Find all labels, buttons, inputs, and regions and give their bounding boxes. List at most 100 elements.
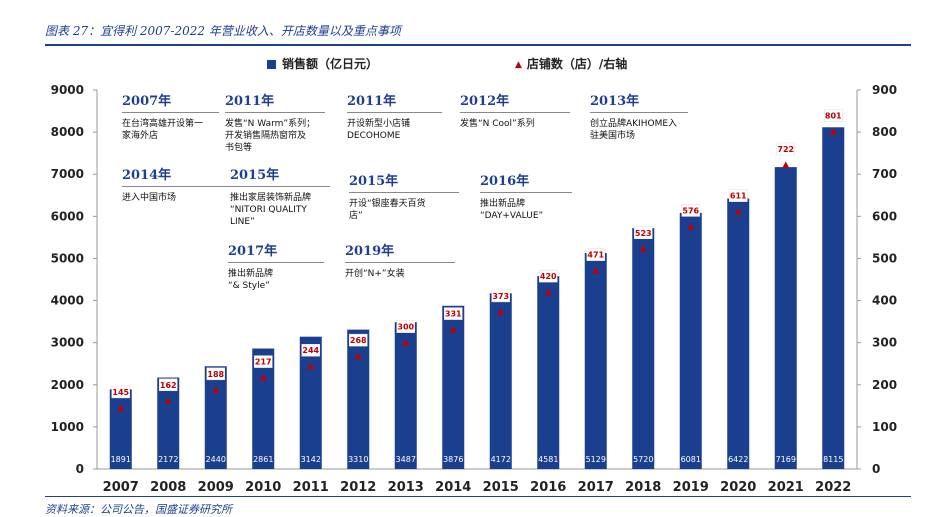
sales-bar xyxy=(727,198,750,469)
sales-data-label: 7169 xyxy=(776,455,796,464)
store-label-box xyxy=(111,385,130,399)
left-tick-label: 6000 xyxy=(51,209,84,223)
annotation-text: 发售“N Warm”系列； 开发销售隔热窗帘及 书包等 xyxy=(225,119,316,153)
sales-data-label: 8115 xyxy=(823,455,843,464)
store-count-marker xyxy=(449,326,457,333)
annotation-year: 2011年 xyxy=(347,90,442,113)
sales-data-label: 6422 xyxy=(728,455,748,464)
legend-marker-icon: ▲ xyxy=(515,59,522,70)
left-tick-label: 7000 xyxy=(51,167,84,181)
annotation-text: 发售“N Cool”系列 xyxy=(460,119,535,129)
store-count-marker xyxy=(307,362,315,370)
store-data-label: 801 xyxy=(825,112,842,121)
store-label-box xyxy=(396,320,415,333)
x-tick-label: 2015 xyxy=(483,480,519,495)
store-count-marker xyxy=(829,128,837,135)
annotation-text: 推出新品牌 “& Style” xyxy=(228,269,274,291)
legend-line-label: 店铺数（店）/右轴 xyxy=(526,57,628,71)
right-tick-label: 0 xyxy=(872,462,880,476)
annotation-text: 开设“银座春天百货 店” xyxy=(349,199,426,221)
x-tick-label: 2022 xyxy=(815,480,851,495)
legend-bar: 销售额（亿日元） xyxy=(267,55,378,72)
store-data-label: 373 xyxy=(492,292,509,301)
store-label-box xyxy=(681,204,700,217)
sales-bar xyxy=(584,253,607,469)
sales-bar xyxy=(632,228,655,469)
annotation-2014: 2014年进入中国市场 xyxy=(122,164,244,204)
store-label-box xyxy=(301,343,320,357)
left-tick-label: 1000 xyxy=(51,420,84,434)
sales-bar xyxy=(394,322,417,469)
right-tick-label: 100 xyxy=(872,420,897,434)
sales-data-label: 2861 xyxy=(253,455,273,464)
annotation-year: 2017年 xyxy=(228,240,324,263)
annotation-2013: 2013年创立品牌AKIHOME入 驻美国市场 xyxy=(590,90,688,142)
sales-bar xyxy=(822,127,845,469)
x-tick-label: 2019 xyxy=(673,480,709,495)
sales-bar xyxy=(157,377,180,469)
left-tick-label: 0 xyxy=(76,462,84,476)
top-rule xyxy=(45,44,911,46)
left-tick-label: 3000 xyxy=(51,336,84,350)
store-data-label: 611 xyxy=(730,192,747,201)
annotation-year: 2013年 xyxy=(590,90,688,113)
store-count-marker xyxy=(734,208,742,215)
x-tick-label: 2014 xyxy=(435,480,471,495)
left-tick-label: 5000 xyxy=(51,251,84,265)
store-count-marker xyxy=(259,374,267,381)
store-label-box xyxy=(206,367,225,381)
sales-bar xyxy=(204,366,227,469)
right-tick-label: 900 xyxy=(872,83,897,97)
store-count-marker xyxy=(639,245,647,252)
store-count-marker xyxy=(544,288,552,296)
annotation-year: 2016年 xyxy=(480,170,572,193)
store-data-label: 244 xyxy=(302,346,319,355)
store-label-box xyxy=(254,355,273,368)
store-label-box xyxy=(159,378,178,392)
store-data-label: 471 xyxy=(587,251,604,260)
annotation-2011a: 2011年 发售“N Warm”系列； 开发销售隔热窗帘及 书包等 xyxy=(225,90,325,154)
sales-bar xyxy=(774,167,797,469)
sales-data-label: 2440 xyxy=(206,455,226,464)
store-data-label: 268 xyxy=(350,336,367,345)
x-tick-label: 2018 xyxy=(625,480,661,495)
store-data-label: 722 xyxy=(777,145,794,154)
sales-bar xyxy=(347,329,370,469)
annotation-text: 推出家居装饰新品牌 “NITORI QUALITY LINE” xyxy=(230,193,312,227)
store-data-label: 300 xyxy=(397,323,414,332)
x-tick-label: 2020 xyxy=(720,480,756,495)
store-data-label: 162 xyxy=(160,381,177,390)
annotation-2007: 2007年 在台湾高雄开设第一 家海外店 xyxy=(122,90,219,142)
annotation-text: 创立品牌AKIHOME入 驻美国市场 xyxy=(590,119,678,141)
annotation-text: 进入中国市场 xyxy=(122,193,177,203)
store-data-label: 420 xyxy=(540,272,557,281)
figure-title: 图表 27：宜得利 2007-2022 年营业收入、开店数量以及重点事项 xyxy=(45,24,401,38)
annotation-year: 2012年 xyxy=(460,90,570,113)
source-note: 资料来源：公司公告，国盛证券研究所 xyxy=(45,503,232,516)
store-label-box xyxy=(634,226,653,240)
x-tick-label: 2010 xyxy=(245,480,281,495)
annotation-2011b: 2011年 开设新型小店铺 DECOHOME xyxy=(347,90,442,142)
x-tick-label: 2013 xyxy=(388,480,424,495)
annotation-year: 2015年 xyxy=(349,170,459,193)
x-tick-label: 2011 xyxy=(293,480,329,495)
x-tick-label: 2007 xyxy=(103,480,139,495)
x-tick-label: 2009 xyxy=(198,480,234,495)
store-label-box xyxy=(824,109,843,122)
right-tick-label: 300 xyxy=(872,336,897,350)
store-data-label: 523 xyxy=(635,229,652,238)
sales-data-label: 4581 xyxy=(538,455,558,464)
annotation-year: 2014年 xyxy=(122,164,244,187)
right-tick-label: 400 xyxy=(872,294,897,308)
x-tick-label: 2012 xyxy=(340,480,376,495)
x-tick-label: 2016 xyxy=(530,480,566,495)
sales-data-label: 5129 xyxy=(586,455,606,464)
annotation-2016: 2016年 推出新品牌 “DAY+VALUE” xyxy=(480,170,572,222)
right-tick-label: 500 xyxy=(872,251,897,265)
store-count-marker xyxy=(782,161,790,168)
store-count-marker xyxy=(687,222,695,230)
sales-data-label: 3310 xyxy=(348,455,368,464)
sales-bar xyxy=(537,276,560,469)
annotation-year: 2019年 xyxy=(345,240,455,263)
